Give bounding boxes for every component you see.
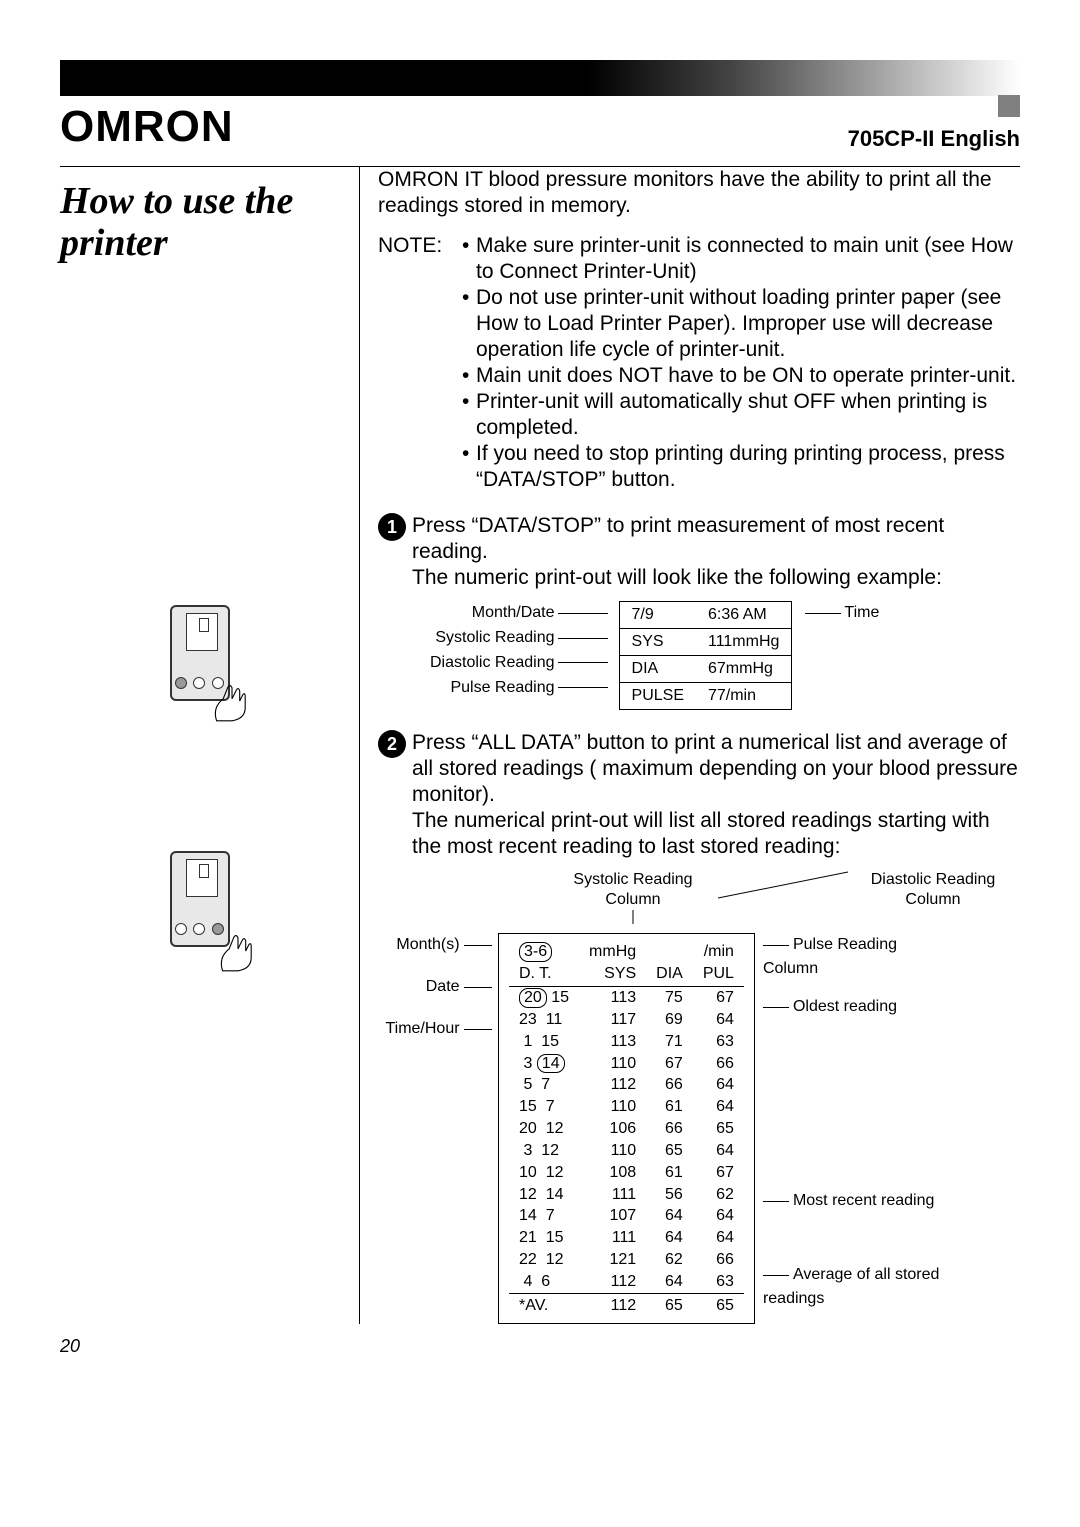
section-title: How to use the printer xyxy=(60,181,347,265)
step-2-line-b: The numerical print-out will list all st… xyxy=(412,808,1020,860)
step-number-icon: 1 xyxy=(378,513,406,541)
step-1: 1 Press “DATA/STOP” to print measurement… xyxy=(378,513,1020,591)
date-label: Date xyxy=(426,978,460,995)
manual-page: OMRON 705CP-II English How to use the pr… xyxy=(0,0,1080,1397)
example-2-table: 3-6mmHg/minD. T.SYSDIAPUL20 15113756723 … xyxy=(498,933,755,1323)
pulse-column-label: Pulse Reading Column xyxy=(763,936,897,977)
step-1-line-b: The numeric print-out will look like the… xyxy=(412,565,1020,591)
note-item: •If you need to stop printing during pri… xyxy=(462,441,1020,493)
note-block: NOTE: •Make sure printer-unit is connect… xyxy=(378,233,1020,493)
note-item: •Do not use printer-unit without loading… xyxy=(462,285,1020,363)
example-2-right-labels: Pulse Reading Column Oldest reading Most… xyxy=(755,933,955,1315)
example-2-left-labels: Month(s) Date Time/Hour xyxy=(378,933,498,1059)
example-1-printout: Month/DateSystolic ReadingDiastolic Read… xyxy=(430,601,1020,709)
corner-marker xyxy=(998,95,1020,117)
step-2: 2 Press “ALL DATA” button to print a num… xyxy=(378,730,1020,860)
note-label: NOTE: xyxy=(378,233,462,493)
time-hour-label: Time/Hour xyxy=(385,1020,459,1037)
sys-column-label: Systolic Reading Column xyxy=(573,871,692,908)
dia-column-label: Diastolic Reading Column xyxy=(871,871,996,908)
model-number: 705CP-II xyxy=(848,126,935,151)
note-item: •Printer-unit will automatically shut OF… xyxy=(462,389,1020,441)
example-1-left-labels: Month/DateSystolic ReadingDiastolic Read… xyxy=(430,601,619,700)
content-row: How to use the printer xyxy=(60,166,1020,1324)
average-readings-label: Average of all stored readings xyxy=(763,1266,939,1307)
hand-icon xyxy=(216,929,260,973)
note-items: •Make sure printer-unit is connected to … xyxy=(462,233,1020,493)
example-1-box: 7/96:36 AMSYS111mmHgDIA67mmHgPULSE77/min xyxy=(619,601,793,709)
device-illustration-1 xyxy=(60,605,347,701)
step-number-icon: 2 xyxy=(378,730,406,758)
header-bar xyxy=(60,60,1020,96)
months-label: Month(s) xyxy=(396,936,459,953)
note-item: •Make sure printer-unit is connected to … xyxy=(462,233,1020,285)
time-label: Time xyxy=(844,604,879,621)
right-column: OMRON IT blood pressure monitors have th… xyxy=(360,167,1020,1324)
most-recent-reading-label: Most recent reading xyxy=(793,1192,934,1209)
left-column: How to use the printer xyxy=(60,167,360,1324)
note-item: •Main unit does NOT have to be ON to ope… xyxy=(462,363,1020,389)
example-2-top-labels: Systolic Reading Column Diastolic Readin… xyxy=(548,870,1020,929)
intro-text: OMRON IT blood pressure monitors have th… xyxy=(378,167,1020,219)
example-1-right-label: Time xyxy=(792,601,879,626)
page-number: 20 xyxy=(60,1336,1020,1357)
step-1-line-a: Press “DATA/STOP” to print measurement o… xyxy=(412,513,1020,565)
language-label: English xyxy=(941,126,1020,151)
step-2-line-a: Press “ALL DATA” button to print a numer… xyxy=(412,730,1020,808)
example-2-printout: Systolic Reading Column Diastolic Readin… xyxy=(378,870,1020,1324)
oldest-reading-label: Oldest reading xyxy=(793,998,897,1015)
device-illustration-2 xyxy=(60,851,347,947)
hand-icon xyxy=(210,679,254,723)
